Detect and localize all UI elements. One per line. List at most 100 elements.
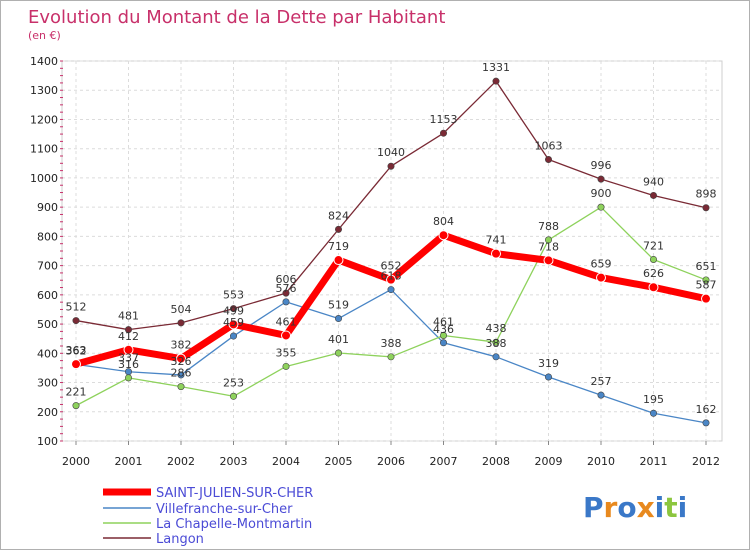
- data-label: 804: [433, 215, 454, 228]
- data-label: 257: [591, 375, 612, 388]
- data-label: 626: [643, 267, 664, 280]
- x-tick-label: 2011: [640, 455, 668, 468]
- plot-area: [61, 60, 723, 442]
- data-point: [123, 344, 134, 355]
- data-label: 652: [381, 260, 402, 273]
- data-point: [228, 319, 239, 330]
- data-point: [386, 274, 396, 285]
- x-tick-label: 2009: [535, 455, 563, 468]
- data-label: 719: [328, 240, 349, 253]
- data-point: [125, 326, 133, 334]
- data-label: 512: [66, 301, 87, 314]
- legend: SAINT-JULIEN-SUR-CHERVillefranche-sur-Ch…: [103, 486, 313, 547]
- data-label: 788: [538, 220, 559, 233]
- y-tick-label: 200: [37, 406, 58, 419]
- data-label: 253: [223, 376, 244, 389]
- data-point: [230, 332, 238, 340]
- logo-letter: x: [637, 491, 655, 524]
- data-point: [387, 353, 395, 361]
- data-label: 382: [171, 339, 192, 352]
- data-point: [72, 402, 80, 410]
- data-label: 1040: [377, 146, 405, 159]
- x-tick-label: 2005: [325, 455, 353, 468]
- y-tick-label: 1100: [30, 143, 58, 156]
- data-point: [177, 319, 185, 327]
- y-tick-label: 1400: [30, 55, 58, 68]
- data-label: 401: [328, 333, 349, 346]
- y-tick-label: 1000: [30, 172, 58, 185]
- legend-label: Villefranche-sur-Cher: [156, 502, 293, 517]
- data-label: 388: [486, 337, 507, 350]
- data-label: 337: [118, 352, 139, 365]
- data-point: [596, 272, 606, 283]
- data-point: [701, 293, 711, 304]
- x-tick-label: 2007: [430, 455, 458, 468]
- data-point: [492, 338, 500, 346]
- data-point: [281, 330, 291, 341]
- data-label: 741: [486, 234, 507, 247]
- data-label: 1153: [430, 113, 458, 126]
- data-label: 1063: [535, 140, 563, 153]
- y-tick-label: 100: [37, 435, 58, 448]
- data-label: 195: [643, 393, 664, 406]
- data-label: 499: [223, 304, 244, 317]
- data-label: 221: [66, 386, 87, 399]
- data-label: 519: [328, 299, 349, 312]
- y-tick-label: 1300: [30, 84, 58, 97]
- x-tick-label: 2008: [482, 455, 510, 468]
- data-point: [230, 305, 238, 313]
- data-point: [702, 204, 710, 212]
- data-label: 651: [696, 260, 717, 273]
- data-label: 900: [591, 187, 612, 200]
- y-tick-label: 600: [37, 289, 58, 302]
- y-tick-label: 700: [37, 260, 58, 273]
- data-label: 940: [643, 175, 664, 188]
- data-label: 316: [118, 358, 139, 371]
- x-tick-label: 2010: [587, 455, 615, 468]
- data-point: [176, 353, 186, 364]
- data-label: 576: [276, 282, 297, 295]
- x-tick-label: 2000: [62, 455, 90, 468]
- data-point: [597, 391, 605, 399]
- data-point: [648, 282, 659, 293]
- x-tick-label: 2012: [692, 455, 720, 468]
- data-label: 504: [171, 303, 192, 316]
- data-label: 461: [276, 315, 297, 328]
- x-tick-label: 2001: [115, 455, 143, 468]
- data-point: [177, 383, 185, 391]
- y-tick-label: 900: [37, 201, 58, 214]
- logo-letter: i: [678, 491, 688, 524]
- data-point: [334, 225, 342, 233]
- data-point: [543, 255, 554, 266]
- data-label: 326: [171, 355, 192, 368]
- data-label: 319: [538, 357, 559, 370]
- x-tick-label: 2006: [377, 455, 405, 468]
- data-point: [702, 276, 710, 284]
- x-tick-label: 2002: [167, 455, 195, 468]
- y-tick-label: 1200: [30, 113, 58, 126]
- data-point: [492, 77, 500, 85]
- data-label: 824: [328, 209, 349, 222]
- data-label: 718: [538, 240, 559, 253]
- data-point: [333, 255, 344, 266]
- data-label: 461: [433, 315, 454, 328]
- data-label: 606: [276, 273, 297, 286]
- data-label: 1331: [482, 61, 510, 74]
- data-point: [125, 374, 133, 382]
- data-point: [597, 203, 605, 211]
- legend-label: SAINT-JULIEN-SUR-CHER: [156, 486, 313, 501]
- data-point: [649, 255, 657, 263]
- chart-title: Evolution du Montant de la Dette par Hab…: [28, 7, 445, 28]
- data-label: 459: [223, 316, 244, 329]
- data-label: 412: [118, 330, 139, 343]
- data-point: [544, 373, 552, 381]
- data-point: [282, 289, 290, 297]
- data-label: 553: [223, 289, 244, 302]
- data-label: 363: [66, 344, 87, 357]
- data-label: 481: [118, 310, 139, 323]
- data-label: 162: [696, 403, 717, 416]
- data-point: [230, 392, 238, 400]
- data-point: [438, 230, 449, 241]
- data-label: 618: [381, 270, 402, 283]
